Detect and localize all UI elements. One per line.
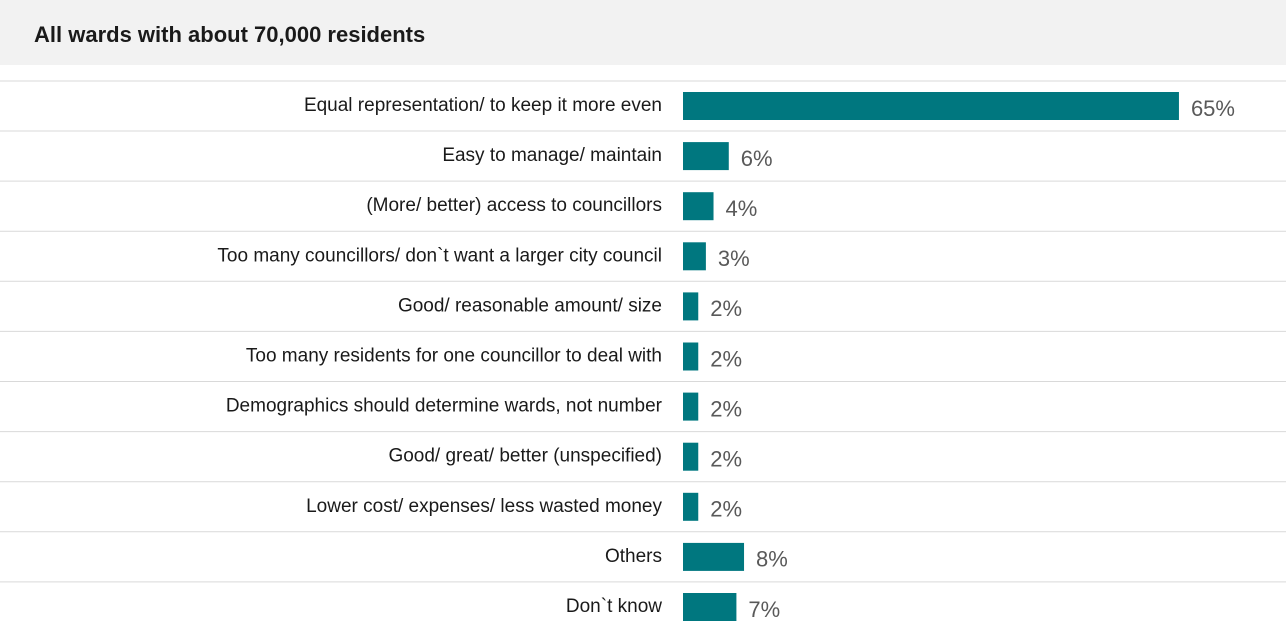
value-label: 2%	[710, 447, 742, 472]
bar	[683, 192, 714, 221]
category-label: (More/ better) access to councillors	[366, 195, 662, 216]
value-label: 8%	[756, 547, 788, 572]
value-label: 2%	[710, 396, 742, 421]
bar	[683, 392, 699, 421]
category-label: Equal representation/ to keep it more ev…	[304, 95, 662, 116]
bar	[683, 92, 1179, 120]
bar	[683, 142, 729, 171]
category-label: Good/ reasonable amount/ size	[398, 295, 662, 316]
value-label: 6%	[741, 146, 773, 171]
value-label: 7%	[748, 597, 780, 622]
category-label: Easy to manage/ maintain	[442, 145, 662, 166]
value-label: 2%	[710, 296, 742, 321]
category-label: Lower cost/ expenses/ less wasted money	[306, 496, 662, 517]
bar	[683, 542, 745, 571]
category-label: Others	[605, 546, 662, 567]
category-label: Too many councillors/ don`t want a large…	[217, 245, 662, 266]
category-label: Don`t know	[566, 596, 662, 617]
value-label: 3%	[718, 246, 750, 271]
value-label: 65%	[1191, 96, 1235, 121]
bar	[683, 593, 737, 621]
value-label: 4%	[726, 196, 758, 221]
category-label: Too many residents for one councillor to…	[246, 346, 662, 367]
bar	[683, 342, 699, 371]
bar	[683, 292, 699, 321]
bar	[683, 242, 706, 271]
chart-title: All wards with about 70,000 residents	[34, 22, 425, 47]
value-label: 2%	[710, 346, 742, 371]
bar	[683, 442, 699, 471]
value-label: 2%	[710, 497, 742, 522]
header-band	[0, 0, 1286, 65]
bar	[683, 492, 699, 521]
category-label: Demographics should determine wards, not…	[226, 396, 663, 417]
category-label: Good/ great/ better (unspecified)	[388, 446, 662, 467]
